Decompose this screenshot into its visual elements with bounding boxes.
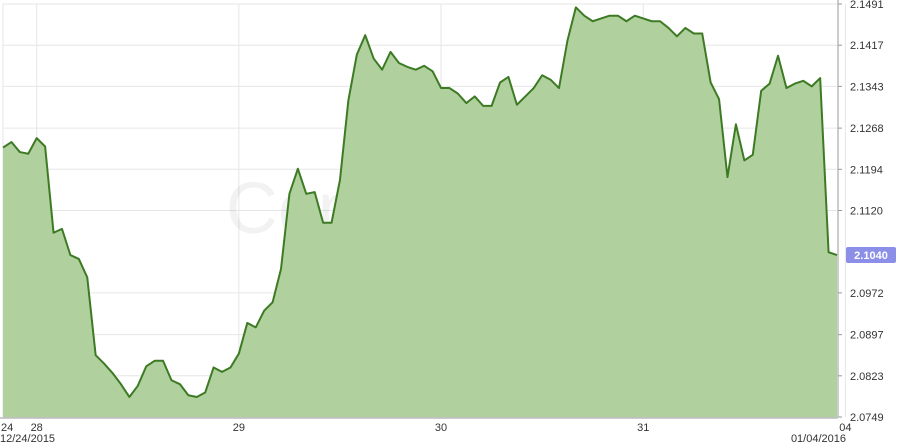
last-value-badge: 2.1040 (846, 247, 896, 264)
y-tick-label: 2.0823 (850, 371, 884, 383)
y-tick-label: 2.1491 (850, 0, 884, 11)
y-tick-label: 2.0897 (850, 330, 884, 342)
x-tick-label: 28 (31, 422, 43, 434)
y-tick-label: 2.1268 (850, 123, 884, 135)
y-axis: 2.1491 2.1417 2.1343 2.1268 2.1194 2.1120 2.09… (837, 0, 884, 424)
y-tick-label: 2.0972 (850, 288, 884, 300)
x-tick-date-label: 01/04/2016 (791, 433, 846, 445)
y-tick-label: 2.0749 (850, 412, 884, 424)
y-tick-label: 2.1194 (850, 164, 883, 176)
x-tick-label: 30 (435, 422, 447, 434)
y-tick-label: 2.1417 (850, 40, 884, 52)
x-tick-label: 31 (637, 422, 649, 434)
last-value-label: 2.1040 (854, 250, 888, 262)
y-tick-label: 2.1120 (850, 206, 883, 218)
x-tick-label: 29 (233, 422, 245, 434)
y-tick-label: 2.1343 (850, 81, 884, 93)
x-tick-date-label: 12/24/2015 (0, 433, 55, 445)
x-tick-label: 04 (839, 422, 851, 434)
x-tick-label: 24 (1, 422, 13, 434)
last-value-badge-bg (846, 247, 896, 264)
price-area-fill (3, 7, 837, 418)
price-line (2, 6, 838, 398)
